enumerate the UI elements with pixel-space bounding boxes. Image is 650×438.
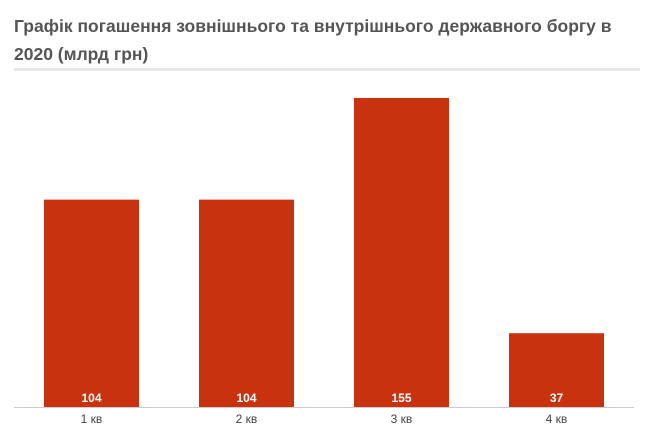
x-tick-label-4: 4 кв xyxy=(546,412,568,426)
value-label-1: 104 xyxy=(81,391,101,405)
bar-1 xyxy=(44,199,139,407)
chart-title: Графік погашення зовнішнього та внутрішн… xyxy=(14,16,612,64)
bar-3 xyxy=(354,97,449,407)
bar-2 xyxy=(199,199,294,407)
x-tick-label-2: 2 кв xyxy=(236,412,258,426)
value-label-2: 104 xyxy=(236,391,256,405)
bar-4 xyxy=(509,333,604,407)
x-tick-label-3: 3 кв xyxy=(391,412,413,426)
title-divider xyxy=(14,68,640,71)
value-label-4: 37 xyxy=(550,391,564,405)
x-tick-label-1: 1 кв xyxy=(81,412,103,426)
value-label-3: 155 xyxy=(391,391,411,405)
